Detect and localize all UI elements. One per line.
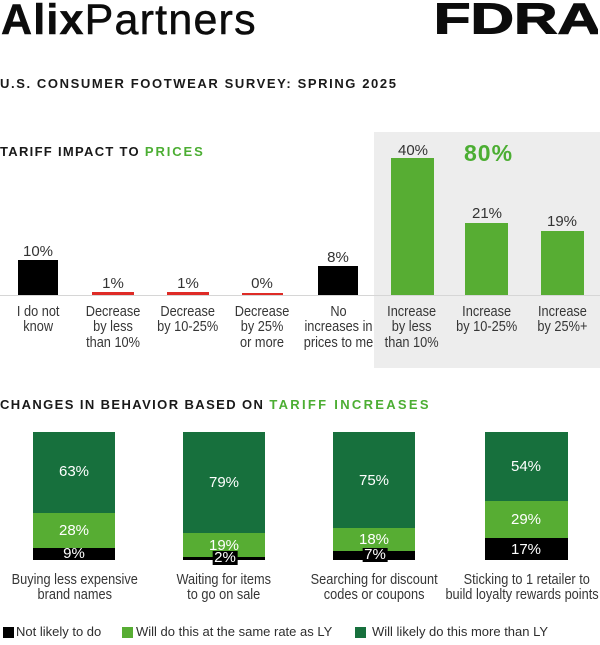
svg-text:FDRA: FDRA: [433, 0, 597, 36]
